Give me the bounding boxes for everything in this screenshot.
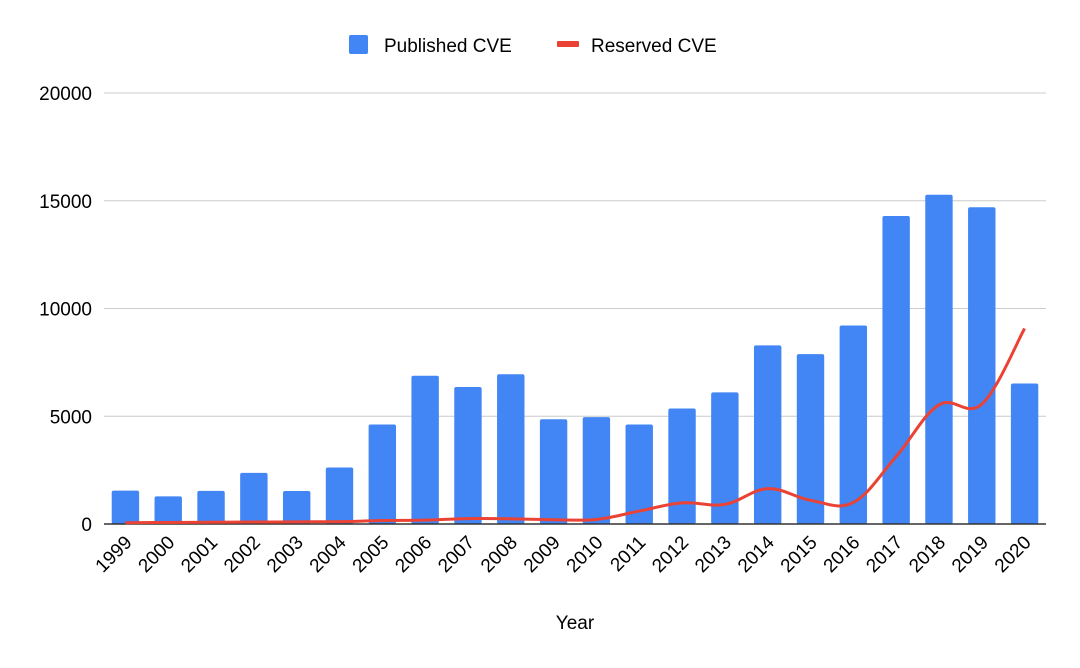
bar-published-cve-2014: [753, 345, 782, 524]
legend: Published CVE Reserved CVE: [349, 35, 717, 57]
bar-published-cve-2017: [882, 216, 910, 524]
bar-published-cve-1999: [111, 490, 140, 524]
x-tick-label: 2017: [862, 532, 907, 577]
line-reserved-cve: [125, 327, 1026, 525]
y-axis-ticks: 0 5000 10000 15000 20000: [39, 84, 92, 536]
x-tick-label: 2015: [777, 532, 822, 577]
y-tick-label: 20000: [39, 84, 92, 105]
legend-label-published-cve: Published CVE: [384, 36, 512, 57]
bar-published-cve-2018: [925, 194, 953, 524]
x-tick-label: 2016: [820, 532, 865, 577]
x-tick-label: 2013: [691, 532, 736, 577]
legend-label-reserved-cve: Reserved CVE: [591, 36, 717, 57]
bar-published-cve-2013: [711, 392, 739, 524]
x-tick-label: 2012: [648, 532, 693, 577]
x-tick-label: 2018: [905, 532, 950, 577]
bar-published-cve-2009: [539, 419, 568, 524]
x-tick-label: 2010: [563, 532, 608, 577]
bar-published-cve-2011: [625, 424, 653, 524]
x-tick-label: 2004: [306, 532, 351, 577]
x-tick-label: 2001: [177, 532, 222, 577]
bar-published-cve-2003: [282, 491, 311, 524]
bar-published-cve-2000: [154, 496, 182, 524]
x-tick-label: 2002: [220, 532, 265, 577]
bar-published-cve-2007: [454, 386, 482, 524]
x-tick-label: 2014: [734, 532, 779, 577]
x-tick-label: 2009: [520, 532, 565, 577]
y-tick-label: 10000: [39, 300, 92, 321]
x-tick-label: 2003: [263, 532, 308, 577]
x-tick-label: 2020: [991, 532, 1036, 577]
x-axis-ticks: 1999200020012002200320042005200620072008…: [92, 532, 1036, 577]
x-tick-label: 1999: [92, 532, 137, 577]
x-tick-label: 2008: [477, 532, 522, 577]
y-tick-label: 5000: [50, 407, 92, 428]
bars-published-cve: [111, 194, 1039, 524]
x-tick-label: 2006: [391, 532, 436, 577]
y-tick-label: 15000: [39, 192, 92, 213]
bar-published-cve-2010: [582, 417, 611, 524]
bar-published-cve-2004: [325, 467, 354, 524]
legend-swatch-published-cve: [349, 35, 368, 54]
bar-published-cve-2012: [668, 408, 696, 524]
x-tick-label: 2005: [349, 532, 394, 577]
legend-swatch-reserved-cve: [557, 41, 579, 47]
x-tick-label: 2019: [948, 532, 993, 577]
bar-published-cve-2006: [411, 375, 439, 524]
bar-published-cve-2019: [968, 207, 996, 524]
bar-published-cve-2001: [197, 490, 225, 524]
bar-published-cve-2015: [796, 354, 825, 524]
bar-published-cve-2002: [240, 472, 268, 524]
x-tick-label: 2011: [607, 532, 651, 576]
bar-published-cve-2008: [497, 374, 525, 524]
x-axis-title: Year: [556, 613, 595, 634]
y-tick-label: 0: [81, 515, 92, 536]
x-tick-label: 2000: [135, 532, 180, 577]
bar-published-cve-2005: [368, 424, 397, 524]
bar-published-cve-2020: [1010, 383, 1039, 524]
bar-published-cve-2016: [839, 325, 868, 524]
x-tick-label: 2007: [434, 532, 479, 577]
